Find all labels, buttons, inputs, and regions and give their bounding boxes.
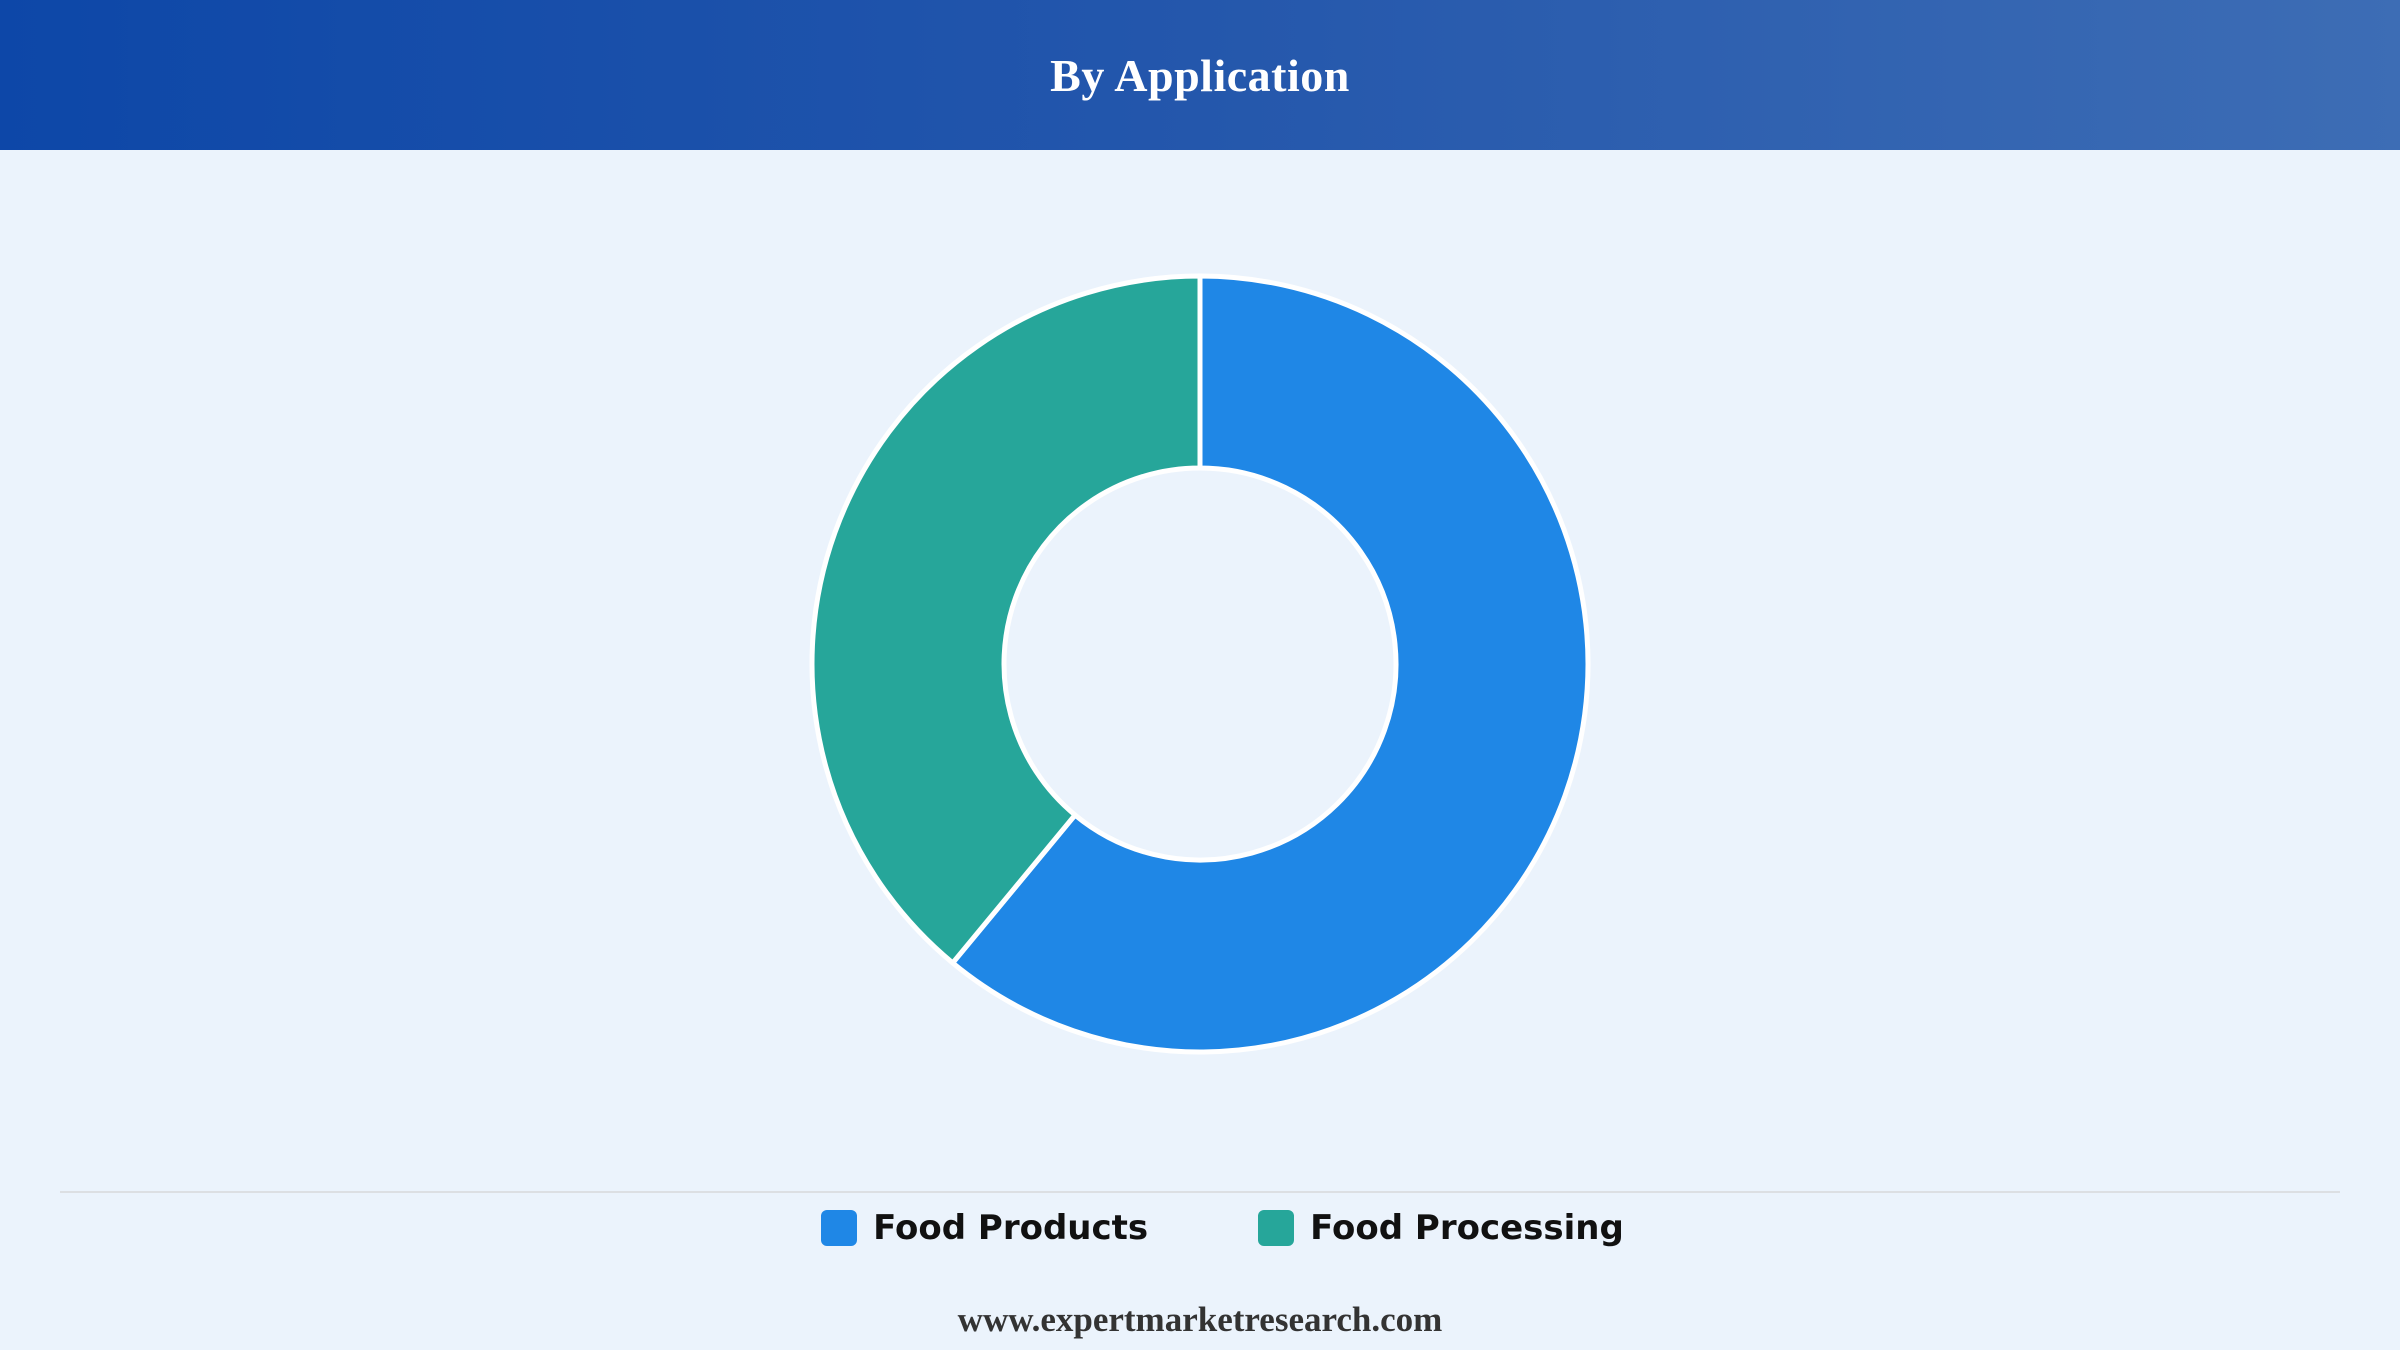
donut-slice-food-products[interactable] [950,273,1591,1055]
chart-title: By Application [1050,49,1350,101]
legend-label-food-products: Food Products [873,1208,1149,1248]
legend-item-food-processing[interactable]: Food Processing [1258,1208,1624,1248]
legend-swatch-food-products [821,1210,858,1246]
legend-divider [60,1191,2340,1193]
donut-slice-food-processing[interactable] [809,273,1203,966]
chart-area [0,150,2400,1190]
chart-header: By Application [0,0,2400,150]
legend-swatch-food-processing [1258,1210,1295,1246]
legend-label-food-processing: Food Processing [1310,1208,1624,1248]
footer-website: www.expertmarketresearch.com [957,1300,1443,1339]
donut-chart [809,273,1591,1055]
legend: Food Products Food Processing [0,1208,2400,1248]
legend-item-food-products[interactable]: Food Products [821,1208,1148,1248]
